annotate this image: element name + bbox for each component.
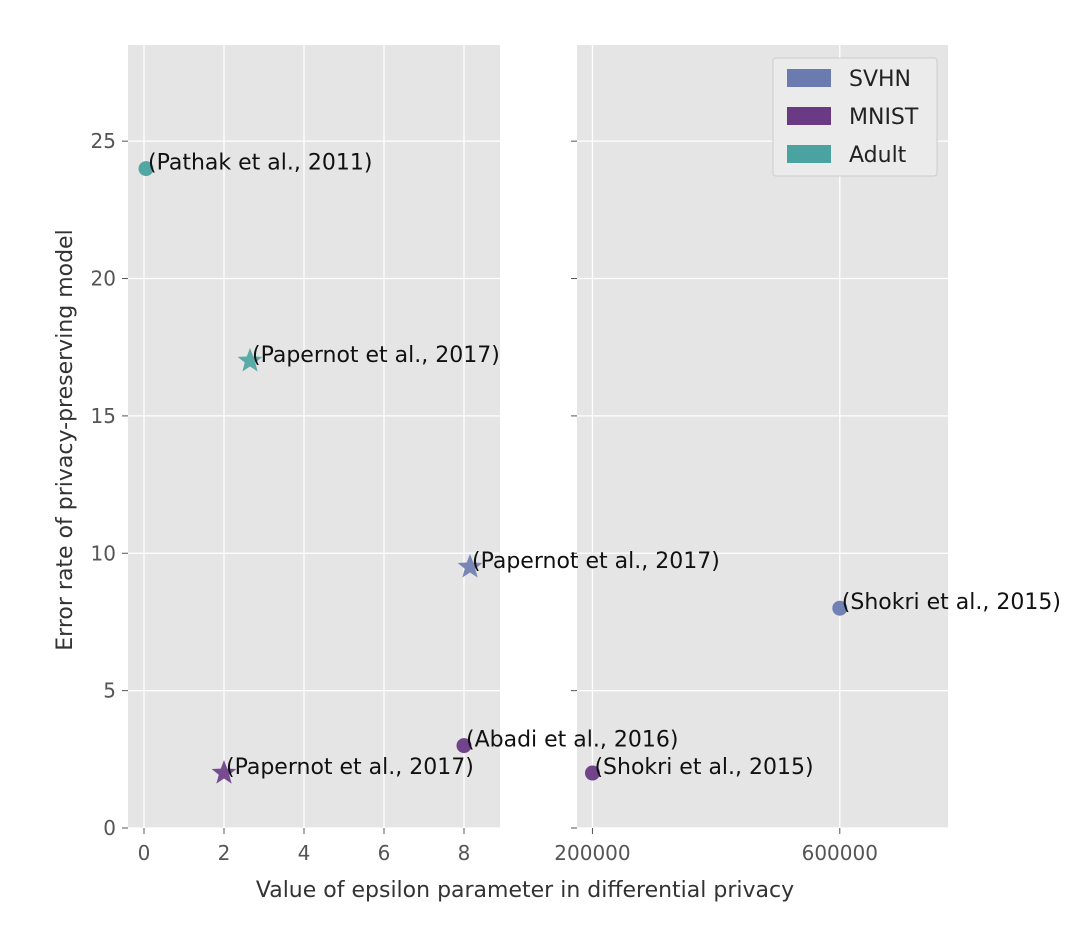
data-point-circle bbox=[456, 738, 472, 754]
point-label: (Abadi et al., 2016) bbox=[466, 728, 678, 753]
y-tick-label: 15 bbox=[91, 404, 116, 428]
x-tick-label: 6 bbox=[378, 841, 391, 865]
data-point-star bbox=[237, 347, 263, 372]
x-tick-label: 2 bbox=[218, 841, 231, 865]
legend-label: MNIST bbox=[849, 105, 919, 130]
y-tick-label: 0 bbox=[103, 816, 116, 840]
y-tick-label: 25 bbox=[91, 129, 116, 153]
legend-swatch-svhn bbox=[787, 69, 831, 87]
data-points bbox=[138, 161, 848, 784]
legend-label: SVHN bbox=[849, 67, 911, 92]
axis-ticks: 0 5 10 15 20 25 0 2 4 6 8 200000 600000 bbox=[91, 129, 878, 865]
point-label: (Papernot et al., 2017) bbox=[252, 343, 500, 368]
legend: SVHN MNIST Adult bbox=[772, 57, 938, 177]
point-labels: (Pathak et al., 2011) (Papernot et al., 2… bbox=[148, 151, 1061, 780]
plot-panel-1 bbox=[128, 45, 500, 828]
data-point-star bbox=[457, 554, 483, 578]
y-tick-label: 10 bbox=[91, 541, 116, 565]
point-label: (Shokri et al., 2015) bbox=[842, 590, 1061, 615]
y-tick-label: 5 bbox=[103, 679, 116, 703]
data-point-star bbox=[211, 760, 237, 784]
point-label: (Pathak et al., 2011) bbox=[148, 151, 372, 176]
x-tick-label: 600000 bbox=[802, 841, 878, 865]
point-label: (Shokri et al., 2015) bbox=[594, 755, 813, 780]
x-tick-label: 4 bbox=[298, 841, 311, 865]
y-axis-label: Error rate of privacy-preserving model bbox=[53, 229, 78, 650]
x-axis-label: Value of epsilon parameter in differenti… bbox=[256, 878, 794, 903]
point-label: (Papernot et al., 2017) bbox=[226, 755, 474, 780]
legend-label: Adult bbox=[849, 143, 907, 168]
x-tick-label: 0 bbox=[138, 841, 151, 865]
point-label: (Papernot et al., 2017) bbox=[472, 549, 720, 574]
x-tick-label: 200000 bbox=[554, 841, 630, 865]
data-point-circle bbox=[832, 600, 848, 616]
data-point-circle bbox=[584, 765, 600, 781]
y-tick-label: 20 bbox=[91, 267, 116, 291]
legend-swatch-mnist bbox=[787, 107, 831, 125]
data-point-circle bbox=[138, 161, 154, 177]
legend-swatch-adult bbox=[787, 145, 831, 163]
x-tick-label: 8 bbox=[458, 841, 471, 865]
